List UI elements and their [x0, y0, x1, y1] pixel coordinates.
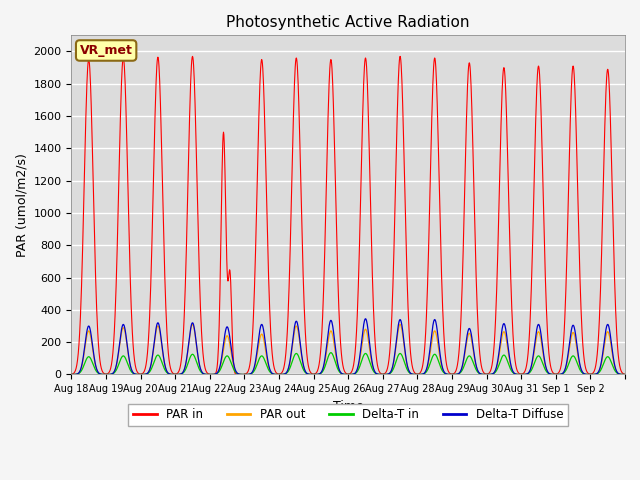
PAR in	[240, 372, 248, 377]
PAR in	[68, 372, 76, 377]
PAR in	[560, 330, 568, 336]
PAR out	[154, 323, 162, 329]
PAR in	[479, 369, 487, 374]
Delta-T in	[614, 371, 621, 376]
Delta-T Diffuse	[323, 340, 331, 346]
PAR out	[560, 370, 568, 375]
PAR out	[621, 372, 628, 377]
PAR out	[614, 370, 621, 376]
PAR out	[68, 372, 76, 377]
Delta-T Diffuse	[362, 316, 369, 322]
Delta-T in	[560, 370, 568, 376]
Text: VR_met: VR_met	[80, 44, 132, 57]
PAR in	[323, 143, 331, 149]
PAR out	[334, 363, 342, 369]
Line: Delta-T Diffuse: Delta-T Diffuse	[72, 319, 625, 374]
X-axis label: Time: Time	[333, 400, 364, 413]
PAR out	[323, 344, 331, 349]
Delta-T in	[334, 366, 342, 372]
Delta-T in	[327, 350, 335, 356]
Line: Delta-T in: Delta-T in	[72, 353, 625, 374]
Y-axis label: PAR (umol/m2/s): PAR (umol/m2/s)	[15, 153, 28, 257]
PAR out	[479, 372, 486, 377]
Delta-T in	[154, 352, 162, 358]
Legend: PAR in, PAR out, Delta-T in, Delta-T Diffuse: PAR in, PAR out, Delta-T in, Delta-T Dif…	[129, 404, 568, 426]
PAR in	[334, 273, 342, 278]
Delta-T Diffuse	[479, 372, 486, 377]
PAR out	[189, 322, 196, 327]
Delta-T in	[323, 358, 331, 363]
PAR in	[621, 372, 628, 377]
Delta-T Diffuse	[333, 359, 341, 365]
Delta-T in	[68, 372, 76, 377]
Delta-T in	[621, 372, 628, 377]
Delta-T Diffuse	[560, 369, 568, 375]
Delta-T Diffuse	[154, 320, 162, 325]
Delta-T Diffuse	[621, 372, 628, 377]
Line: PAR out: PAR out	[72, 324, 625, 374]
PAR in	[614, 351, 622, 357]
Delta-T in	[479, 372, 486, 377]
Title: Photosynthetic Active Radiation: Photosynthetic Active Radiation	[227, 15, 470, 30]
Line: PAR in: PAR in	[72, 56, 625, 374]
Delta-T Diffuse	[68, 372, 76, 377]
Delta-T Diffuse	[614, 370, 621, 376]
PAR in	[154, 54, 162, 60]
PAR in	[396, 53, 404, 59]
